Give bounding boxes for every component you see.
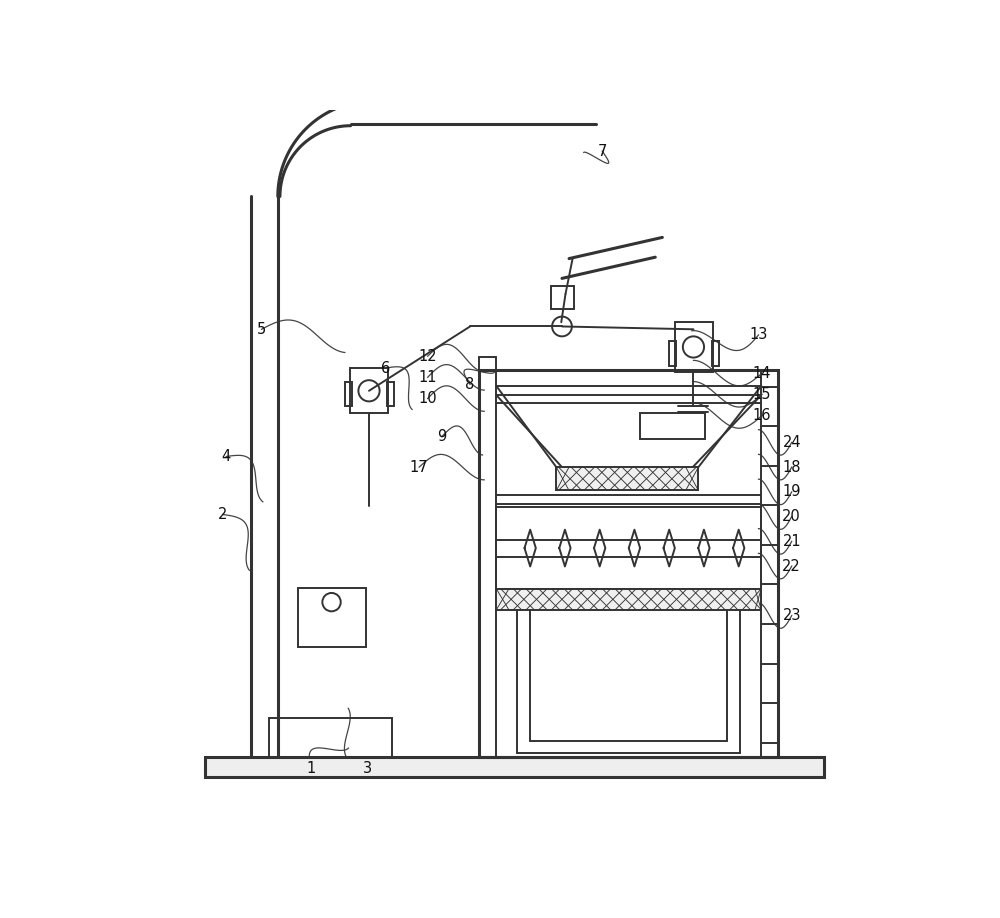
Bar — [345, 382, 352, 407]
Text: 20: 20 — [782, 509, 801, 524]
Text: 5: 5 — [257, 322, 266, 337]
Text: 15: 15 — [753, 386, 771, 402]
Text: 3: 3 — [363, 761, 372, 777]
Text: 23: 23 — [782, 608, 801, 623]
Text: 18: 18 — [782, 460, 801, 475]
Text: 7: 7 — [598, 143, 607, 159]
Bar — [669, 341, 676, 366]
Text: 22: 22 — [782, 558, 801, 574]
Text: 2: 2 — [218, 507, 227, 522]
Text: 1: 1 — [306, 761, 316, 777]
Text: 9: 9 — [437, 430, 446, 444]
Bar — [556, 467, 698, 490]
Bar — [640, 413, 705, 439]
Bar — [269, 718, 392, 757]
Bar — [551, 286, 574, 309]
Bar — [675, 322, 713, 372]
Bar — [350, 368, 388, 413]
Text: 19: 19 — [782, 485, 801, 499]
Text: 17: 17 — [410, 460, 429, 475]
Text: 8: 8 — [465, 377, 475, 392]
Text: 10: 10 — [418, 391, 437, 406]
Text: 14: 14 — [753, 365, 771, 381]
Text: 16: 16 — [753, 408, 771, 423]
Bar — [205, 757, 824, 777]
Text: 11: 11 — [418, 370, 437, 385]
Text: 12: 12 — [418, 349, 437, 364]
Text: 24: 24 — [782, 435, 801, 450]
Text: 21: 21 — [782, 534, 801, 549]
Text: 4: 4 — [222, 449, 231, 464]
Text: 6: 6 — [381, 361, 390, 375]
Text: 13: 13 — [749, 328, 768, 342]
Bar — [479, 370, 778, 757]
Bar — [387, 382, 394, 407]
Bar — [298, 588, 366, 647]
Bar — [496, 508, 761, 588]
Bar — [712, 341, 719, 366]
Bar — [496, 588, 761, 610]
